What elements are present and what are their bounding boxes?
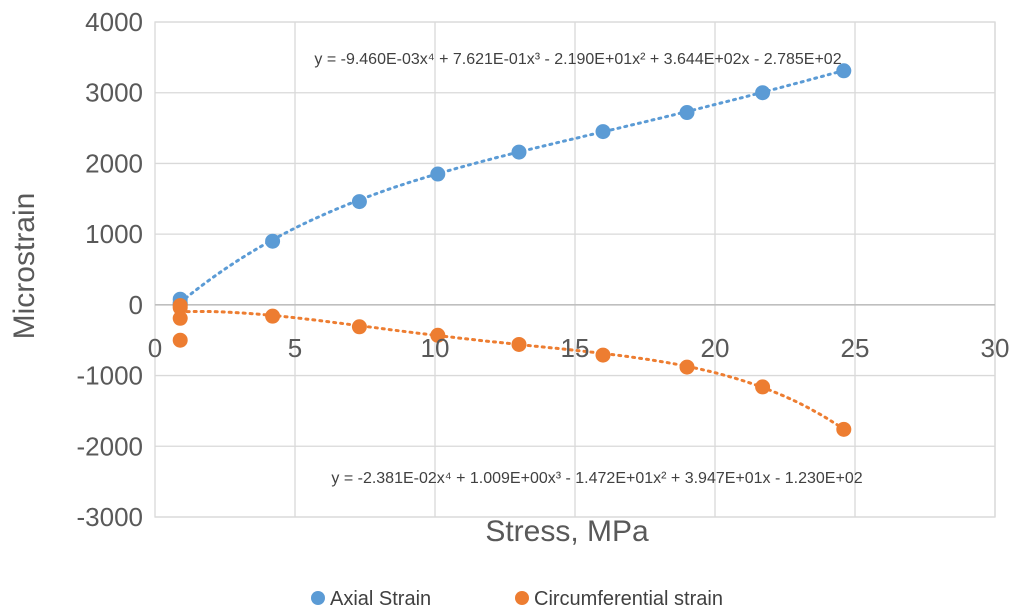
- data-point-circumferential: [679, 359, 695, 375]
- data-point-circumferential: [351, 319, 367, 335]
- x-tick-label: 30: [981, 333, 1010, 363]
- y-tick-label: -3000: [77, 502, 144, 532]
- x-tick-label: 15: [561, 333, 590, 363]
- x-axis-title: Stress, MPa: [485, 515, 649, 548]
- x-tick-label: 10: [421, 333, 450, 363]
- data-point-circumferential: [595, 347, 611, 363]
- data-point-axial: [351, 194, 367, 210]
- plot-area-border: [154, 21, 996, 518]
- y-tick-label: 1000: [85, 219, 143, 249]
- legend-marker-axial-strain: [311, 591, 325, 605]
- data-point-circumferential: [172, 332, 188, 348]
- data-point-axial: [430, 166, 446, 182]
- gridlines: [155, 21, 996, 518]
- data-point-circumferential: [511, 336, 527, 352]
- data-point-axial: [755, 85, 771, 101]
- axes: [154, 21, 996, 518]
- data-point-axial: [836, 63, 852, 79]
- data-point-circumferential: [836, 421, 852, 437]
- data-point-circumferential: [265, 308, 281, 324]
- data-point-axial: [595, 124, 611, 140]
- data-point-circumferential: [755, 379, 771, 395]
- legend-label-axial-strain: Axial Strain: [330, 588, 431, 610]
- legend: Axial Strain Circumferential strain: [311, 588, 723, 610]
- trendline-circumferential: [178, 310, 846, 431]
- data-point-circumferential: [172, 310, 188, 326]
- data-point-axial: [679, 105, 695, 121]
- legend-label-circumferential-strain: Circumferential strain: [534, 588, 723, 610]
- data-point-circumferential: [430, 327, 446, 343]
- y-tick-label: -1000: [77, 361, 144, 391]
- data-point-circumferential: [172, 300, 188, 316]
- y-tick-label: 0: [129, 290, 143, 320]
- data-points: [172, 63, 852, 437]
- y-tick-label: 4000: [85, 7, 143, 37]
- trendline-axial: [178, 69, 846, 305]
- x-tick-label: 5: [288, 333, 302, 363]
- data-point-axial: [511, 144, 527, 160]
- axial-trendline-equation: y = -9.460E-03x⁴ + 7.621E-01x³ - 2.190E+…: [314, 51, 841, 68]
- x-tick-label: 0: [148, 333, 162, 363]
- legend-marker-circumferential-strain: [515, 591, 529, 605]
- y-axis-title: Microstrain: [8, 193, 41, 340]
- circumferential-trendline-equation: y = -2.381E-02x⁴ + 1.009E+00x³ - 1.472E+…: [331, 470, 862, 487]
- y-tick-label: -2000: [77, 431, 144, 461]
- x-tick-label: 20: [701, 333, 730, 363]
- x-tick-label: 25: [841, 333, 870, 363]
- y-tick-label: 2000: [85, 148, 143, 178]
- data-point-axial: [265, 233, 281, 249]
- y-tick-label: 3000: [85, 78, 143, 108]
